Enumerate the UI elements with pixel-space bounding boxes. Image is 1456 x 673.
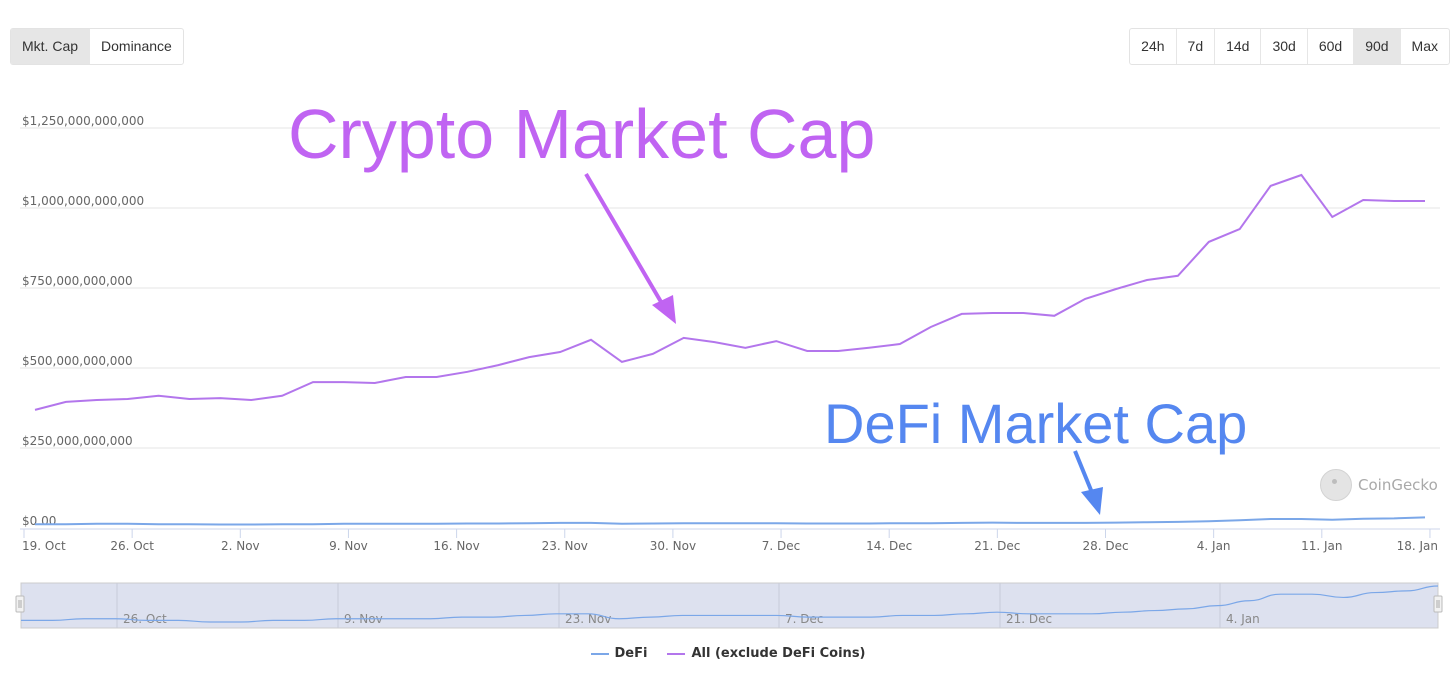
range-max-button[interactable]: Max — [1411, 38, 1438, 54]
y-gridlines — [20, 127, 1440, 449]
x-tick-label: 23. Nov — [542, 539, 588, 553]
x-tick-label: 19. Oct — [22, 539, 66, 553]
x-tick-label: 11. Jan — [1301, 539, 1342, 553]
y-tick-label: $0.00 — [22, 514, 56, 528]
x-tick-label: 21. Dec — [974, 539, 1020, 553]
x-tick-label: 4. Jan — [1197, 539, 1231, 553]
defi-series-line[interactable] — [35, 516, 1426, 526]
x-axis-ticks: 19. Oct 26. Oct 2. Nov 9. Nov 16. Nov 23. Nov… — [22, 529, 1438, 553]
all-series-line[interactable] — [34, 173, 1425, 411]
x-tick-label: 2. Nov — [221, 539, 260, 553]
crypto-annotation-text: Crypto Market Cap — [288, 95, 875, 173]
crypto-arrow-icon — [584, 172, 676, 324]
chart-legend: DeFi All (exclude DeFi Coins) — [0, 646, 1456, 661]
range-14d-button[interactable]: 14d — [1215, 29, 1262, 64]
time-range-selector: 24h 7d 14d 30d 60d 90d Max — [1129, 28, 1450, 65]
gecko-logo-icon — [1320, 469, 1352, 501]
watermark-text: CoinGecko — [1358, 476, 1438, 494]
mkt-cap-button[interactable]: Mkt. Cap — [11, 29, 91, 64]
navigator-mask — [20, 582, 1439, 629]
navigator-tick-label: 21. Dec — [1006, 612, 1052, 626]
dominance-button[interactable]: Dominance — [101, 38, 172, 54]
navigator[interactable]: 26. Oct 9. Nov 23. Nov 7. Dec 21. Dec 4. Jan — [15, 582, 1443, 629]
legend-label: All (exclude DeFi Coins) — [691, 646, 866, 661]
y-tick-label: $250,000,000,000 — [22, 434, 133, 448]
x-tick-label: 9. Nov — [329, 539, 368, 553]
legend-item-defi[interactable]: DeFi — [590, 646, 648, 661]
x-tick-label: 28. Dec — [1082, 539, 1128, 553]
navigator-right-handle[interactable] — [1433, 595, 1443, 613]
range-24h-button[interactable]: 24h — [1130, 29, 1177, 64]
x-tick-label: 30. Nov — [650, 539, 696, 553]
range-60d-button[interactable]: 60d — [1308, 29, 1355, 64]
legend-label: DeFi — [614, 646, 648, 661]
defi-swatch-icon — [590, 652, 609, 655]
navigator-series-line — [21, 585, 1439, 623]
y-tick-label: $1,000,000,000,000 — [22, 194, 144, 208]
x-tick-label: 16. Nov — [433, 539, 479, 553]
x-tick-label: 18. Jan — [1397, 539, 1438, 553]
legend-item-all[interactable]: All (exclude DeFi Coins) — [667, 646, 866, 661]
range-90d-button[interactable]: 90d — [1354, 29, 1401, 64]
coingecko-watermark: CoinGecko — [1320, 469, 1438, 501]
y-tick-label: $1,250,000,000,000 — [22, 114, 144, 128]
navigator-tick-label: 7. Dec — [785, 612, 823, 626]
x-tick-label: 26. Oct — [110, 539, 154, 553]
range-7d-button[interactable]: 7d — [1177, 29, 1216, 64]
x-tick-label: 14. Dec — [866, 539, 912, 553]
chart-type-toggle: Mkt. Cap Dominance — [10, 28, 184, 65]
range-30d-button[interactable]: 30d — [1261, 29, 1308, 64]
navigator-tick-label: 26. Oct — [123, 612, 167, 626]
y-axis-labels: $0.00 $250,000,000,000 $500,000,000,000 $75… — [22, 114, 144, 528]
all-swatch-icon — [667, 652, 686, 655]
y-tick-label: $500,000,000,000 — [22, 354, 133, 368]
defi-annotation-text: DeFi Market Cap — [824, 392, 1247, 455]
x-tick-label: 7. Dec — [762, 539, 800, 553]
y-tick-label: $750,000,000,000 — [22, 274, 133, 288]
navigator-tick-label: 4. Jan — [1226, 612, 1260, 626]
defi-arrow-icon — [1073, 450, 1103, 515]
navigator-left-handle[interactable] — [15, 595, 25, 613]
